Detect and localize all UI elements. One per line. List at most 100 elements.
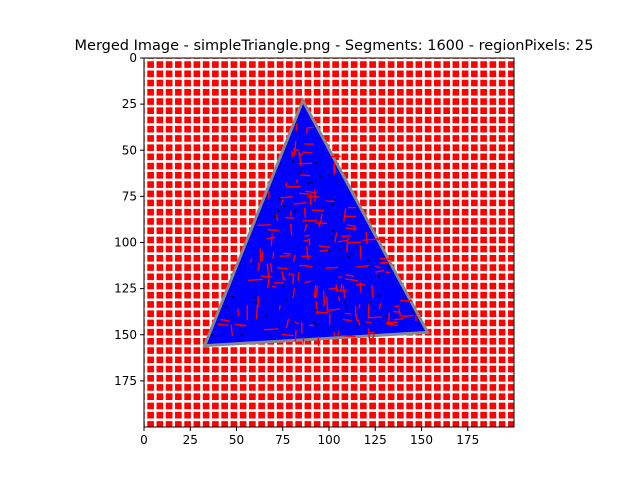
y-tick-label: 100 bbox=[114, 236, 137, 250]
segment-dot bbox=[240, 333, 243, 336]
segment-border bbox=[304, 234, 310, 238]
segment-dot bbox=[367, 260, 370, 263]
segment-border bbox=[288, 273, 294, 276]
segment-dot bbox=[344, 300, 346, 303]
segment-dot bbox=[307, 182, 310, 185]
segment-border bbox=[303, 207, 307, 218]
segment-border bbox=[313, 284, 317, 298]
segment-border bbox=[305, 246, 309, 261]
segment-border bbox=[372, 332, 376, 339]
segment-border bbox=[266, 236, 276, 240]
segment-border bbox=[340, 235, 351, 238]
segment-border bbox=[318, 245, 331, 248]
segment-border bbox=[365, 231, 368, 244]
segment-border bbox=[344, 278, 359, 282]
segment-border bbox=[292, 288, 296, 299]
segment-dot bbox=[315, 161, 318, 164]
segment-border bbox=[298, 192, 310, 195]
segment-border bbox=[220, 318, 231, 322]
segment-border bbox=[248, 278, 264, 282]
segment-dot bbox=[370, 301, 372, 304]
image-area bbox=[144, 58, 514, 427]
x-tick-label: 175 bbox=[456, 433, 479, 447]
segment-border bbox=[342, 318, 352, 322]
segment-border bbox=[367, 328, 371, 344]
segment-border bbox=[401, 314, 414, 318]
segment-border bbox=[319, 213, 323, 226]
segment-border bbox=[297, 272, 300, 281]
chart-title: Merged Image - simpleTriangle.png - Segm… bbox=[75, 38, 594, 54]
segment-dot bbox=[299, 171, 301, 174]
segment-dot bbox=[335, 180, 338, 183]
y-tick-label: 50 bbox=[122, 143, 137, 157]
segment-border bbox=[386, 321, 398, 324]
segment-border bbox=[303, 239, 309, 242]
segment-border bbox=[281, 333, 294, 337]
segment-border bbox=[326, 296, 329, 312]
segment-border bbox=[326, 308, 341, 312]
segment-dot bbox=[368, 265, 371, 268]
segment-dot bbox=[285, 298, 288, 301]
segment-border bbox=[334, 232, 338, 243]
segment-border bbox=[345, 274, 355, 277]
segment-border bbox=[266, 263, 270, 278]
segment-dot bbox=[386, 315, 389, 317]
segment-dot bbox=[313, 322, 315, 324]
segment-border bbox=[362, 238, 377, 242]
segment-border bbox=[333, 161, 337, 173]
segment-border bbox=[275, 214, 279, 221]
segment-border bbox=[355, 264, 371, 268]
segment-border bbox=[217, 323, 229, 327]
segment-border bbox=[304, 265, 313, 268]
segment-dot bbox=[310, 181, 313, 184]
segment-border bbox=[260, 275, 272, 278]
segment-dot bbox=[265, 315, 268, 317]
segment-border bbox=[236, 308, 240, 317]
segment-dot bbox=[231, 295, 234, 298]
segment-border bbox=[374, 265, 381, 269]
segment-border bbox=[286, 318, 290, 328]
y-tick-label: 25 bbox=[122, 97, 137, 111]
segment-border bbox=[292, 254, 296, 262]
segment-border bbox=[272, 251, 275, 259]
segment-dot bbox=[340, 326, 343, 329]
segment-dot bbox=[224, 305, 227, 308]
segment-dot bbox=[411, 311, 414, 314]
segment-dot bbox=[338, 248, 341, 251]
segment-border bbox=[340, 334, 356, 338]
segment-border bbox=[289, 223, 293, 236]
segment-border bbox=[344, 312, 351, 315]
segment-border bbox=[398, 308, 402, 317]
x-tick-label: 100 bbox=[318, 433, 341, 447]
segment-border bbox=[277, 267, 289, 270]
segment-border bbox=[379, 257, 393, 261]
segment-border bbox=[346, 224, 355, 227]
segment-border bbox=[325, 266, 339, 270]
segment-dot bbox=[378, 275, 380, 278]
segment-dot bbox=[274, 215, 277, 218]
segment-dot bbox=[277, 209, 280, 212]
segment-dot bbox=[350, 252, 353, 255]
segment-border bbox=[322, 290, 325, 304]
y-tick-label: 175 bbox=[114, 374, 137, 388]
segment-border bbox=[298, 153, 304, 156]
segment-border bbox=[249, 258, 253, 263]
segment-border bbox=[304, 280, 312, 284]
x-tick-label: 75 bbox=[275, 433, 290, 447]
segment-border bbox=[284, 182, 288, 187]
segment-border bbox=[359, 281, 362, 294]
segment-dot bbox=[282, 285, 285, 287]
segment-border bbox=[333, 332, 336, 337]
segment-border bbox=[283, 276, 287, 282]
segment-border bbox=[278, 195, 293, 199]
segment-dot bbox=[387, 266, 390, 268]
triangle-fill bbox=[206, 104, 426, 344]
segment-border bbox=[270, 234, 273, 246]
segment-border bbox=[295, 123, 298, 132]
segment-dot bbox=[314, 309, 317, 312]
segment-dot bbox=[278, 197, 281, 200]
segment-dot bbox=[378, 294, 381, 297]
y-axis: 0 25 50 75 100 125 150 175 bbox=[114, 51, 144, 388]
segment-dot bbox=[293, 210, 296, 213]
